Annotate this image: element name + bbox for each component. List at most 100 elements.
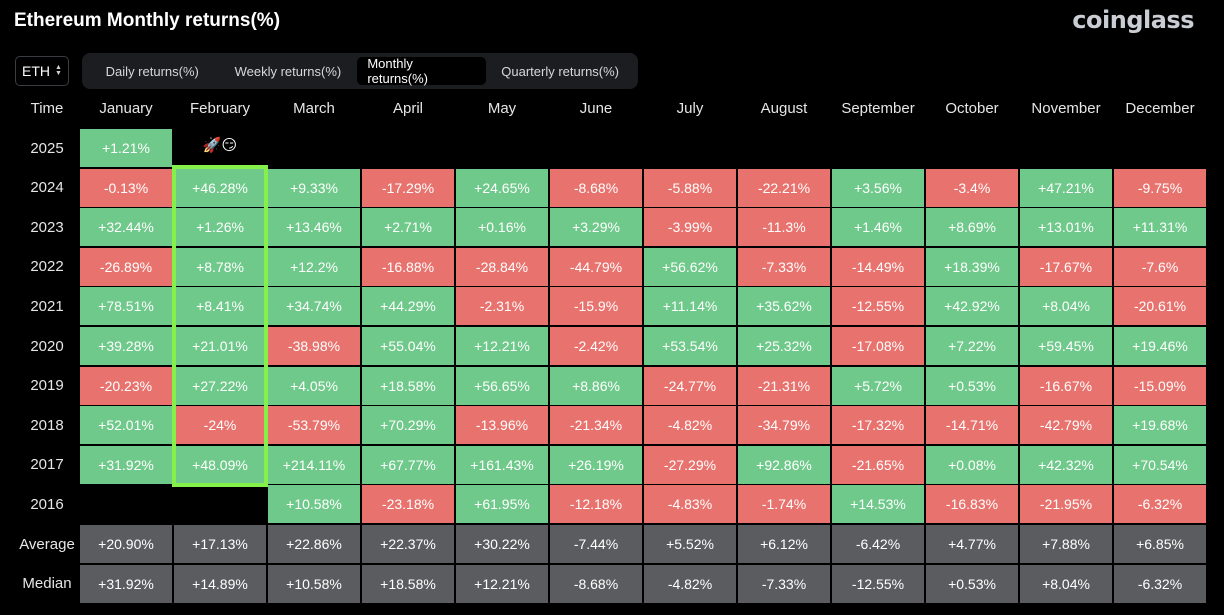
return-cell: -16.83%	[926, 485, 1018, 524]
summary-cell: +4.77%	[926, 525, 1018, 563]
return-cell: +27.22%	[174, 366, 266, 405]
summary-cell: -8.68%	[550, 564, 642, 603]
column-header-january: January	[99, 99, 153, 117]
return-cell: +70.54%	[1114, 445, 1206, 484]
column-header-august: August	[760, 99, 808, 117]
summary-cell: +17.13%	[174, 525, 266, 563]
row-label-2021: 2021	[30, 297, 64, 315]
return-cell: +70.29%	[362, 406, 454, 445]
return-cell: +48.09%	[174, 445, 266, 484]
summary-cell: +31.92%	[80, 564, 172, 603]
row-label-2022: 2022	[30, 258, 64, 276]
column-header-february: February	[189, 99, 251, 117]
row-label-average: Average	[19, 535, 75, 553]
return-cell: +67.77%	[362, 445, 454, 484]
rocket-smirk-emoji: 🚀😏	[202, 137, 238, 154]
return-cell: +55.04%	[362, 327, 454, 365]
return-cell: -17.32%	[832, 406, 924, 445]
return-cell: -27.29%	[644, 445, 736, 484]
return-cell: -22.21%	[738, 168, 830, 207]
return-cell: -23.18%	[362, 485, 454, 524]
return-cell: +18.39%	[926, 247, 1018, 286]
summary-cell: +6.85%	[1114, 525, 1206, 563]
return-cell: +0.53%	[926, 366, 1018, 405]
column-header-june: June	[579, 99, 613, 117]
return-cell: +19.68%	[1114, 406, 1206, 445]
return-cell: +56.62%	[644, 247, 736, 286]
summary-cell: -6.42%	[832, 525, 924, 563]
return-cell: +24.65%	[456, 168, 548, 207]
return-cell: +19.46%	[1114, 327, 1206, 365]
return-cell: -12.18%	[550, 485, 642, 524]
return-cell: -5.88%	[644, 168, 736, 207]
return-cell: +42.32%	[1020, 445, 1112, 484]
summary-cell: +22.37%	[362, 525, 454, 563]
coin-select-value: ETH	[22, 63, 51, 79]
return-cell: -4.83%	[644, 485, 736, 524]
return-cell: -7.33%	[738, 247, 830, 286]
return-cell: -53.79%	[268, 406, 360, 445]
coin-select[interactable]: ETH ▲ ▼	[15, 56, 69, 86]
tab-weekly-returns[interactable]: Weekly returns(%)	[234, 63, 342, 79]
return-cell: +8.41%	[174, 287, 266, 326]
tab-quarterly-returns[interactable]: Quarterly returns(%)	[501, 63, 620, 79]
row-label-2025: 2025	[30, 139, 64, 157]
row-label-2019: 2019	[30, 377, 64, 395]
return-cell: -14.71%	[926, 406, 1018, 445]
row-label-median: Median	[22, 575, 72, 593]
return-cell: -21.34%	[550, 406, 642, 445]
return-cell: +7.22%	[926, 327, 1018, 365]
return-cell: +47.21%	[1020, 168, 1112, 207]
return-cell: -8.68%	[550, 168, 642, 207]
summary-cell: +18.58%	[362, 564, 454, 603]
return-cell: -12.55%	[832, 287, 924, 326]
summary-cell: +12.21%	[456, 564, 548, 603]
return-cell: +3.29%	[550, 208, 642, 247]
return-cell: -3.99%	[644, 208, 736, 247]
return-cell: -6.32%	[1114, 485, 1206, 524]
tab-daily-returns[interactable]: Daily returns(%)	[105, 63, 199, 79]
return-cell: -28.84%	[456, 247, 548, 286]
column-header-september: September	[841, 99, 915, 117]
return-cell: +56.65%	[456, 366, 548, 405]
return-cell: +11.14%	[644, 287, 736, 326]
return-cell: +59.45%	[1020, 327, 1112, 365]
tab-monthly-returns[interactable]: Monthly returns(%)	[357, 56, 487, 86]
column-header-november: November	[1031, 99, 1101, 117]
return-cell: +8.69%	[926, 208, 1018, 247]
summary-cell: +5.52%	[644, 525, 736, 563]
column-header-march: March	[293, 99, 335, 117]
row-label-2020: 2020	[30, 337, 64, 355]
return-cell: +0.08%	[926, 445, 1018, 484]
return-cell: +13.46%	[268, 208, 360, 247]
return-cell: +11.31%	[1114, 208, 1206, 247]
return-cell: +8.78%	[174, 247, 266, 286]
return-cell: -15.09%	[1114, 366, 1206, 405]
return-cell: +21.01%	[174, 327, 266, 365]
return-cell: +1.26%	[174, 208, 266, 247]
summary-cell: +8.04%	[1020, 564, 1112, 603]
return-cell: -2.31%	[456, 287, 548, 326]
return-cell: -21.65%	[832, 445, 924, 484]
column-header-april: April	[392, 99, 423, 117]
return-cell: +214.11%	[268, 445, 360, 484]
summary-cell: +0.53%	[926, 564, 1018, 603]
return-cell: +3.56%	[832, 168, 924, 207]
return-cell: -16.88%	[362, 247, 454, 286]
return-cell: +35.62%	[738, 287, 830, 326]
return-cell: +1.21%	[80, 129, 172, 167]
return-cell: +44.29%	[362, 287, 454, 326]
summary-cell: -4.82%	[644, 564, 736, 603]
summary-cell: +20.90%	[80, 525, 172, 563]
summary-cell: +7.88%	[1020, 525, 1112, 563]
return-cell: +92.86%	[738, 445, 830, 484]
row-label-2018: 2018	[30, 416, 64, 434]
summary-cell: +14.89%	[174, 564, 266, 603]
return-cell: +8.04%	[1020, 287, 1112, 326]
summary-cell: -12.55%	[832, 564, 924, 603]
return-cell: -15.9%	[550, 287, 642, 326]
return-cell: +8.86%	[550, 366, 642, 405]
return-cell: +12.2%	[268, 247, 360, 286]
return-cell: -38.98%	[268, 327, 360, 365]
return-cell: +10.58%	[268, 485, 360, 524]
